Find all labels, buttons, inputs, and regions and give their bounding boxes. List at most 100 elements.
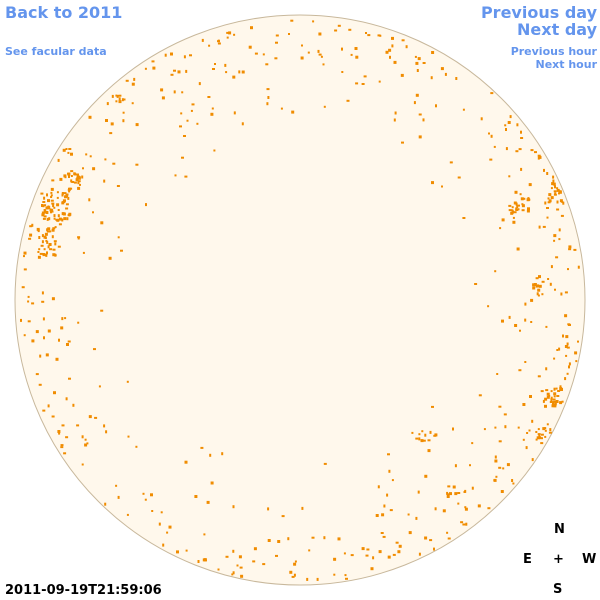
facula-point	[418, 437, 421, 441]
facula-point	[50, 196, 53, 198]
facula-point	[418, 433, 421, 436]
facula-point	[174, 174, 177, 177]
facula-point	[346, 99, 350, 102]
facula-point	[553, 357, 556, 360]
facula-point	[498, 440, 502, 443]
facula-point	[533, 283, 537, 286]
next-day-link[interactable]: Next day	[517, 20, 597, 39]
facula-point	[546, 423, 549, 426]
facula-point	[31, 223, 34, 227]
facula-point	[515, 207, 518, 211]
compass-west-label: W	[582, 552, 597, 567]
facula-point	[44, 237, 47, 239]
facula-point	[574, 351, 578, 355]
previous-day-link[interactable]: Previous day	[480, 3, 597, 22]
facula-point	[27, 295, 30, 298]
facula-point	[76, 175, 80, 178]
facula-point	[41, 211, 45, 215]
facula-point	[38, 236, 41, 239]
next-hour-link[interactable]: Next hour	[535, 58, 598, 71]
previous-hour-link[interactable]: Previous hour	[510, 45, 597, 58]
facula-point	[564, 314, 568, 318]
facula-point	[46, 240, 49, 244]
facula-point	[545, 389, 549, 392]
facula-point	[57, 158, 60, 162]
facula-point	[50, 199, 54, 202]
facula-point	[414, 55, 417, 58]
facula-point	[508, 204, 512, 207]
facula-point	[494, 270, 497, 273]
facula-point	[363, 75, 367, 78]
facula-point	[556, 349, 559, 351]
facula-point	[312, 20, 315, 23]
facula-point	[333, 557, 337, 561]
facula-point	[537, 433, 541, 436]
facula-point	[415, 437, 419, 440]
facula-point	[387, 453, 390, 456]
facula-point	[341, 47, 343, 51]
facula-point	[23, 268, 27, 271]
facula-point	[65, 203, 69, 206]
facula-point	[194, 495, 198, 498]
facula-point	[553, 404, 557, 408]
facula-point	[262, 53, 265, 56]
facula-point	[61, 317, 64, 321]
facula-point	[293, 573, 296, 577]
facula-point	[67, 151, 70, 154]
facula-point	[306, 577, 309, 581]
facula-point	[208, 44, 211, 47]
facula-point	[21, 286, 25, 289]
facula-point	[75, 178, 79, 182]
facula-point	[527, 207, 530, 211]
facula-point	[557, 390, 561, 392]
facula-point	[42, 201, 46, 203]
facula-point	[541, 437, 543, 440]
facula-point	[307, 51, 310, 54]
facula-point	[65, 436, 69, 439]
facula-point	[431, 181, 434, 185]
facula-point	[561, 400, 564, 403]
facula-point	[67, 188, 71, 191]
facula-point	[210, 112, 214, 116]
facula-point	[46, 251, 48, 255]
facula-point	[232, 571, 235, 575]
facula-point	[68, 377, 71, 380]
facula-point	[528, 429, 531, 432]
facula-point	[558, 228, 561, 232]
facula-point	[545, 325, 548, 328]
facula-point	[546, 172, 549, 175]
facula-point	[547, 197, 550, 200]
facula-point	[84, 443, 88, 447]
facula-point	[58, 338, 60, 342]
facula-point	[535, 277, 539, 280]
facula-point	[545, 367, 548, 371]
facula-point	[391, 44, 394, 48]
facula-point	[252, 560, 256, 563]
facula-point	[212, 68, 215, 70]
facula-point	[209, 453, 212, 457]
facula-point	[47, 205, 50, 209]
facula-point	[225, 555, 229, 558]
facula-point	[46, 217, 49, 221]
facula-point	[77, 236, 81, 239]
facula-point	[433, 434, 437, 437]
facula-point	[566, 342, 569, 346]
facula-point	[532, 286, 536, 290]
back-to-year-link[interactable]: Back to 2011	[5, 3, 123, 22]
facula-point	[43, 209, 46, 212]
facula-point	[115, 100, 118, 103]
facula-point	[43, 196, 46, 200]
facula-point	[58, 217, 62, 221]
facula-point	[550, 196, 554, 200]
facula-point	[530, 298, 534, 302]
facula-point	[43, 204, 47, 207]
facula-point	[72, 403, 75, 407]
see-facular-data-link[interactable]: See facular data	[5, 45, 107, 58]
facula-point	[560, 292, 563, 296]
facula-point	[542, 399, 545, 403]
facula-point	[61, 424, 65, 427]
facula-point	[538, 436, 541, 440]
facula-point	[118, 94, 122, 97]
facula-point	[487, 305, 490, 308]
